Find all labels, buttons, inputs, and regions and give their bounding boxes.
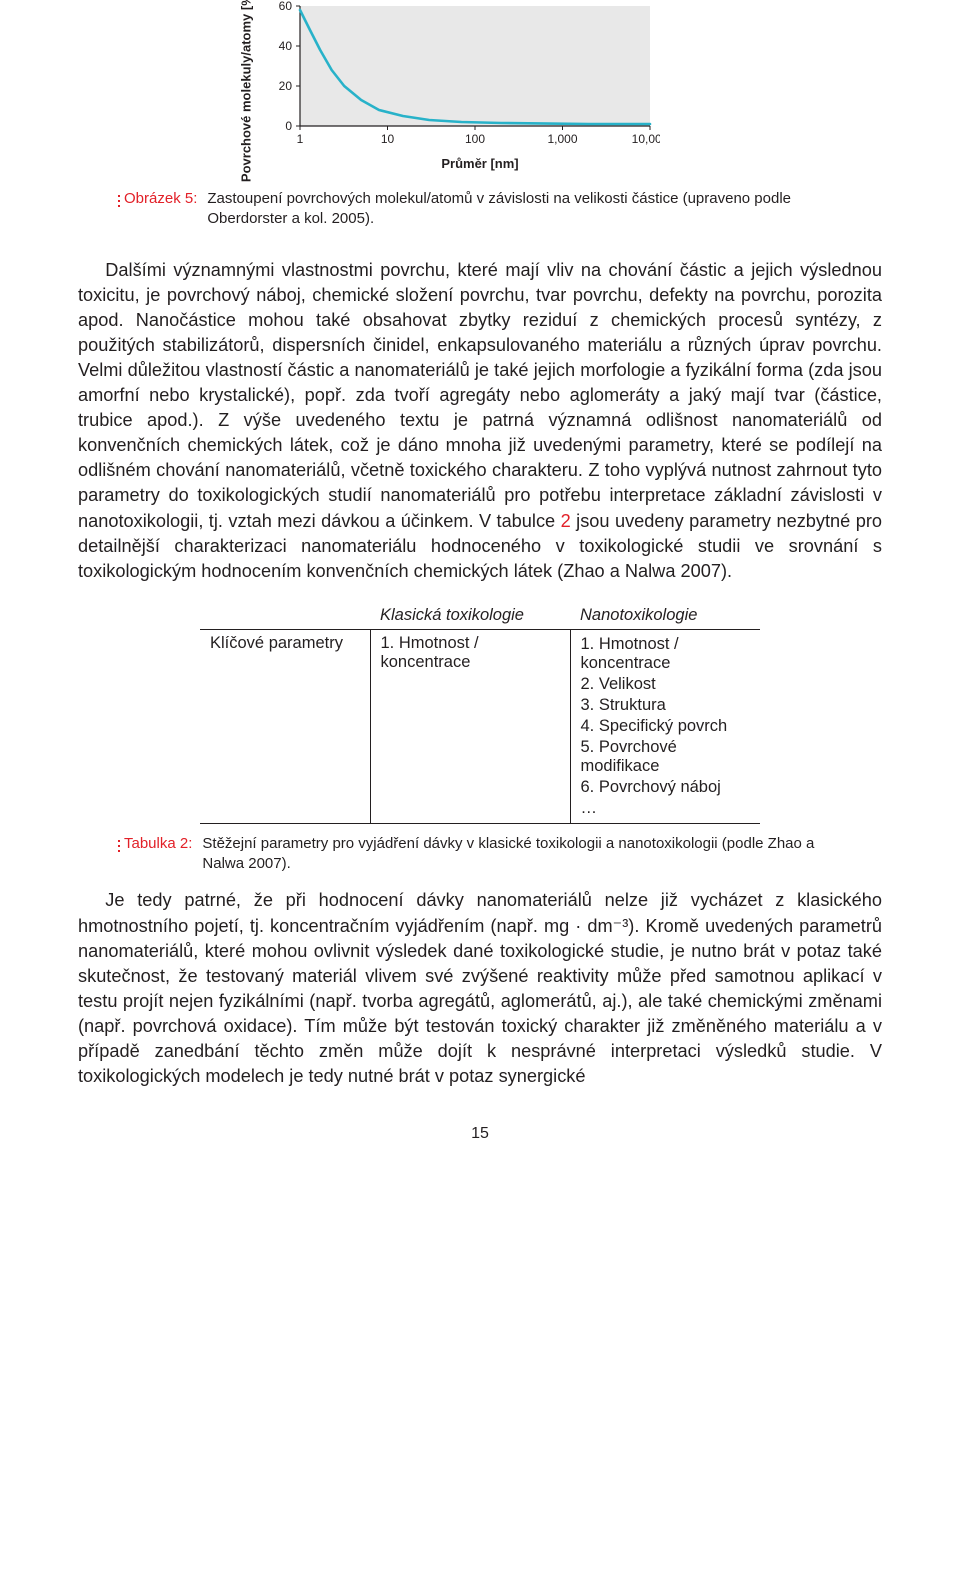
svg-text:60: 60 <box>279 0 293 13</box>
table-head-klasicka: Klasická toxikologie <box>370 602 570 630</box>
chart-ylabel: Povrchové molekuly/atomy [%] <box>239 0 254 182</box>
table-label: Tabulka 2: <box>124 834 192 854</box>
svg-text:10,000: 10,000 <box>632 132 660 146</box>
svg-text:100: 100 <box>465 132 485 146</box>
caption-dots-icon <box>118 189 120 207</box>
table-nano-item: 2. Velikost <box>581 674 751 695</box>
svg-text:40: 40 <box>279 39 293 53</box>
table-nano-item: 5. Povrchové modifikace <box>581 737 751 777</box>
caption-dots-icon <box>118 834 120 852</box>
p2-text: Je tedy patrné, že při hodnocení dávky n… <box>78 890 882 1086</box>
table-nano-item: 1. Hmotnost / koncentrace <box>581 634 751 674</box>
chart-container: Povrchové molekuly/atomy [%] 02040601101… <box>260 0 700 171</box>
page-number: 15 <box>78 1125 882 1143</box>
body-paragraph-2: Je tedy patrné, že při hodnocení dávky n… <box>78 888 882 1089</box>
table-cell-nano: 1. Hmotnost / koncentrace2. Velikost3. S… <box>570 629 760 823</box>
table-nano-item: 3. Struktura <box>581 695 751 716</box>
body-paragraph-1: Dalšími významnými vlastnostmi povrchu, … <box>78 258 882 584</box>
figure-caption: Obrázek 5: Zastoupení povrchových moleku… <box>118 189 842 230</box>
figure-caption-text: Zastoupení povrchových molekul/atomů v z… <box>207 189 842 230</box>
svg-text:0: 0 <box>285 119 292 133</box>
figure-label: Obrázek 5: <box>124 189 197 209</box>
table-row-key: Klíčové parametry <box>200 629 370 823</box>
table-head-nano: Nanotoxikologie <box>570 602 760 630</box>
table-nano-item: 4. Specifický povrch <box>581 716 751 737</box>
table-ref-number: 2 <box>561 511 571 531</box>
chart-xlabel: Průměr [nm] <box>260 156 700 171</box>
parameters-table: Klasická toxikologie Nanotoxikologie Klí… <box>200 602 760 824</box>
table-nano-item: 6. Povrchový náboj <box>581 777 751 798</box>
svg-text:20: 20 <box>279 79 293 93</box>
table-nano-item: … <box>581 798 751 819</box>
table-caption-text: Stěžejní parametry pro vyjádření dávky v… <box>202 834 842 875</box>
chart-svg: 0 20 40 60 1 10 100 1,000 10,000 <box>260 0 660 150</box>
table-head-empty <box>200 602 370 630</box>
table-cell-klasicka: 1. Hmotnost / koncentrace <box>370 629 570 823</box>
svg-text:1: 1 <box>297 132 304 146</box>
p1-pre: Dalšími významnými vlastnostmi povrchu, … <box>78 260 882 531</box>
table-caption: Tabulka 2: Stěžejní parametry pro vyjádř… <box>118 834 842 875</box>
svg-text:10: 10 <box>381 132 395 146</box>
svg-text:1,000: 1,000 <box>547 132 577 146</box>
